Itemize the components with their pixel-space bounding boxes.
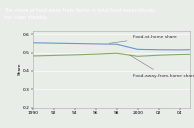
Text: Food-away-from-home share: Food-away-from-home share (130, 55, 194, 78)
Text: Food-at-home share: Food-at-home share (109, 35, 176, 43)
Y-axis label: Share: Share (17, 63, 21, 75)
Text: The share of food away from home in total food expenditures
has risen steadily: The share of food away from home in tota… (4, 8, 155, 19)
